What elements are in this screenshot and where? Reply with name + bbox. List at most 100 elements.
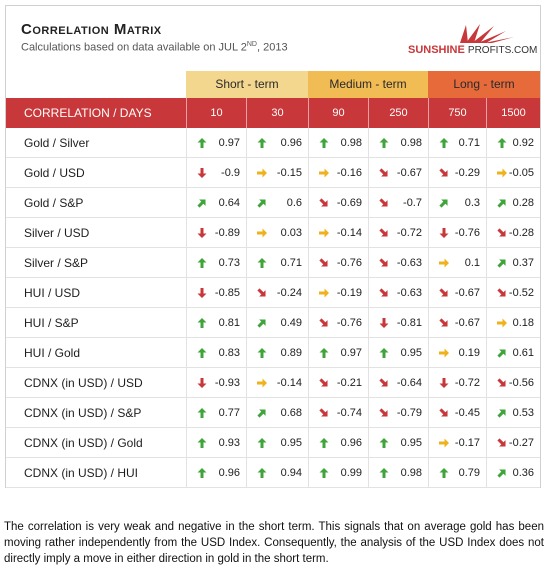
correlation-value: -0.64 — [396, 377, 422, 389]
arrow-up-icon — [257, 438, 267, 448]
correlation-value: -0.17 — [454, 437, 480, 449]
band-medium-term-label: Medium - term — [329, 77, 407, 91]
arrow-down-icon — [497, 288, 506, 297]
arrow-down-icon — [439, 318, 448, 327]
arrow-up-icon — [257, 319, 266, 328]
correlation-value: -0.85 — [214, 287, 240, 299]
arrow-up-icon — [197, 408, 207, 418]
correlation-value: 0.81 — [218, 317, 240, 329]
table-row: Silver / USD -0.89 0.03 -0.14 -0.72 -0.76 -0.2… — [6, 218, 540, 248]
sun-rays-icon — [460, 24, 514, 43]
correlation-value: 0.64 — [218, 197, 240, 209]
correlation-cell: -0.16 — [308, 158, 368, 188]
correlation-cell: -0.21 — [308, 368, 368, 398]
arrow-up-icon — [497, 138, 507, 148]
column-header-label: CORRELATION / DAYS — [24, 106, 152, 120]
arrow-up-icon — [497, 349, 506, 358]
correlation-cell: 0.99 — [308, 458, 368, 488]
correlation-value: -0.69 — [336, 197, 362, 209]
band-long-term — [428, 71, 540, 98]
row-label: Gold / Silver — [24, 136, 90, 150]
column-header-days: 30 — [246, 98, 308, 128]
arrow-up-icon — [379, 348, 389, 358]
correlation-value: -0.7 — [403, 197, 422, 209]
correlation-cell: 0.97 — [186, 128, 246, 158]
correlation-cell: -0.89 — [186, 218, 246, 248]
correlation-value: -0.76 — [336, 257, 362, 269]
correlation-value: 0.97 — [340, 347, 362, 359]
correlation-value: -0.72 — [396, 227, 422, 239]
column-header-days: 1500 — [486, 98, 540, 128]
arrow-up-icon — [197, 199, 206, 208]
subtitle-year: , 2013 — [256, 41, 288, 54]
correlation-value: 0.95 — [280, 437, 302, 449]
correlation-cell: 0.49 — [246, 308, 308, 338]
arrow-right-icon — [319, 228, 329, 238]
correlation-value: 0.98 — [400, 467, 422, 479]
arrow-up-icon — [197, 438, 207, 448]
arrow-up-icon — [319, 438, 329, 448]
correlation-value: 0.97 — [218, 137, 240, 149]
row-label: HUI / USD — [24, 286, 81, 300]
correlation-value: -0.29 — [454, 167, 480, 179]
arrow-down-icon — [197, 228, 207, 238]
correlation-cell: 0.77 — [186, 398, 246, 428]
correlation-cell: 0.96 — [246, 128, 308, 158]
correlation-value: 0.95 — [400, 437, 422, 449]
arrow-right-icon — [257, 168, 267, 178]
correlation-value: 0.98 — [340, 137, 362, 149]
arrow-right-icon — [319, 288, 329, 298]
correlation-cell: -0.69 — [308, 188, 368, 218]
band-short-term — [186, 71, 308, 98]
correlation-cell: 0.89 — [246, 338, 308, 368]
subtitle: Calculations based on data available on … — [21, 41, 288, 54]
arrow-down-icon — [319, 318, 328, 327]
correlation-value: -0.45 — [454, 407, 480, 419]
correlation-cell: 0.73 — [186, 248, 246, 278]
correlation-cell: -0.76 — [428, 218, 486, 248]
correlation-cell: 0.95 — [368, 428, 428, 458]
correlation-value: -0.14 — [276, 377, 302, 389]
arrow-up-icon — [197, 348, 207, 358]
correlation-value: 0.77 — [218, 407, 240, 419]
correlation-cell: 0.61 — [486, 338, 540, 368]
row-label: Silver / S&P — [24, 256, 89, 270]
correlation-value: 0.71 — [458, 137, 480, 149]
correlation-value: -0.15 — [276, 167, 302, 179]
logo-text: SUNSHINE PROFITS.COM — [408, 44, 537, 56]
correlation-cell: -0.63 — [368, 278, 428, 308]
arrow-up-icon — [319, 468, 329, 478]
arrow-right-icon — [439, 438, 449, 448]
correlation-value: -0.16 — [336, 167, 362, 179]
correlation-cell: -0.63 — [368, 248, 428, 278]
row-label: CDNX (in USD) / S&P — [24, 406, 142, 420]
correlation-cell: -0.67 — [428, 308, 486, 338]
table-row: HUI / S&P 0.81 0.49 -0.76 -0.81 -0.67 0.18 — [6, 308, 540, 338]
correlation-value: -0.89 — [214, 227, 240, 239]
correlation-cell: -0.14 — [246, 368, 308, 398]
table-row: Gold / Silver 0.97 0.96 0.98 0.98 0.71 0.92 — [6, 128, 540, 158]
correlation-cell: -0.79 — [368, 398, 428, 428]
arrow-down-icon — [379, 408, 388, 417]
arrow-up-icon — [197, 258, 207, 268]
arrow-down-icon — [319, 378, 328, 387]
arrow-down-icon — [319, 408, 328, 417]
correlation-value: -0.52 — [508, 287, 534, 299]
arrow-right-icon — [497, 168, 507, 178]
correlation-cell: -0.9 — [186, 158, 246, 188]
logo-main-text: SUNSHINE — [408, 44, 465, 56]
correlation-cell: -0.85 — [186, 278, 246, 308]
arrow-up-icon — [257, 348, 267, 358]
correlation-cell: -0.72 — [368, 218, 428, 248]
arrow-down-icon — [439, 288, 448, 297]
correlation-value: 0.19 — [458, 347, 480, 359]
correlation-value: 0.37 — [512, 257, 534, 269]
correlation-cell: -0.72 — [428, 368, 486, 398]
subtitle-date: Calculations based on data available on … — [21, 41, 247, 54]
correlation-value: -0.93 — [214, 377, 240, 389]
table-row: HUI / USD -0.85 -0.24 -0.19 -0.63 -0.67 -0.52 — [6, 278, 540, 308]
arrow-down-icon — [439, 168, 448, 177]
correlation-value: -0.67 — [454, 317, 480, 329]
arrow-up-icon — [197, 468, 207, 478]
arrow-right-icon — [497, 318, 507, 328]
